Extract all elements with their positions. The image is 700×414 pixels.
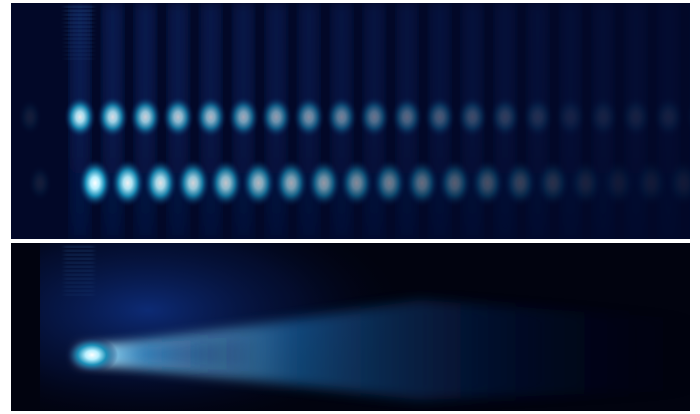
- fringe: [64, 26, 94, 28]
- spot: [64, 96, 96, 138]
- spot: [437, 159, 472, 207]
- spot: [306, 159, 341, 207]
- spot: [325, 96, 358, 138]
- spot: [292, 96, 325, 138]
- spot: [685, 102, 690, 132]
- fringe: [64, 294, 94, 296]
- tail: [78, 300, 690, 400]
- spot: [18, 99, 42, 135]
- spot: [423, 96, 456, 138]
- spot: [405, 159, 439, 207]
- spot: [143, 159, 178, 207]
- spot: [554, 96, 587, 138]
- fringe: [64, 6, 94, 8]
- fringe: [64, 30, 94, 32]
- fringe: [64, 42, 94, 44]
- top-pattern: [18, 3, 700, 239]
- spot: [241, 159, 276, 207]
- fringe: [64, 50, 94, 52]
- fringe: [64, 22, 94, 24]
- fringe: [64, 274, 94, 276]
- spot: [666, 159, 690, 207]
- spot: [470, 159, 505, 207]
- fringe: [64, 266, 94, 268]
- fringe: [64, 58, 94, 60]
- spot: [535, 159, 570, 207]
- spot: [652, 96, 685, 138]
- spot: [391, 96, 423, 138]
- fringe: [64, 286, 94, 288]
- spot: [227, 96, 260, 138]
- fringe: [64, 38, 94, 40]
- spot: [633, 159, 668, 207]
- fringe: [64, 250, 94, 252]
- spot: [129, 96, 162, 138]
- spot: [110, 159, 145, 207]
- spot: [489, 96, 522, 138]
- source: [66, 337, 118, 373]
- fringe: [64, 246, 94, 248]
- spot: [28, 165, 52, 201]
- fringe: [64, 290, 94, 292]
- fringe: [64, 270, 94, 272]
- spot: [601, 159, 636, 207]
- fringe: [64, 54, 94, 56]
- spot: [208, 159, 243, 207]
- fringe: [64, 278, 94, 280]
- spot: [372, 159, 407, 207]
- fringe: [64, 18, 94, 20]
- fringe: [64, 10, 94, 12]
- spot: [619, 96, 652, 138]
- fringe: [64, 254, 94, 256]
- spot: [339, 159, 374, 207]
- fringe: [64, 46, 94, 48]
- fringe: [64, 282, 94, 284]
- tail-core: [80, 335, 260, 372]
- spot: [358, 96, 391, 138]
- spot: [162, 96, 195, 138]
- spot: [194, 96, 227, 138]
- column: [691, 3, 700, 239]
- bottom-pattern: [40, 243, 690, 411]
- fringe: [64, 34, 94, 36]
- spot: [521, 96, 554, 138]
- fringe: [64, 262, 94, 264]
- spot: [456, 96, 489, 138]
- spot: [260, 96, 293, 138]
- fringe: [64, 14, 94, 16]
- fringe: [64, 258, 94, 260]
- spot: [274, 159, 309, 207]
- spot: [568, 159, 603, 207]
- spot: [96, 96, 129, 138]
- spot: [176, 159, 211, 207]
- spot: [587, 96, 620, 138]
- spot: [78, 159, 112, 207]
- spot: [503, 159, 538, 207]
